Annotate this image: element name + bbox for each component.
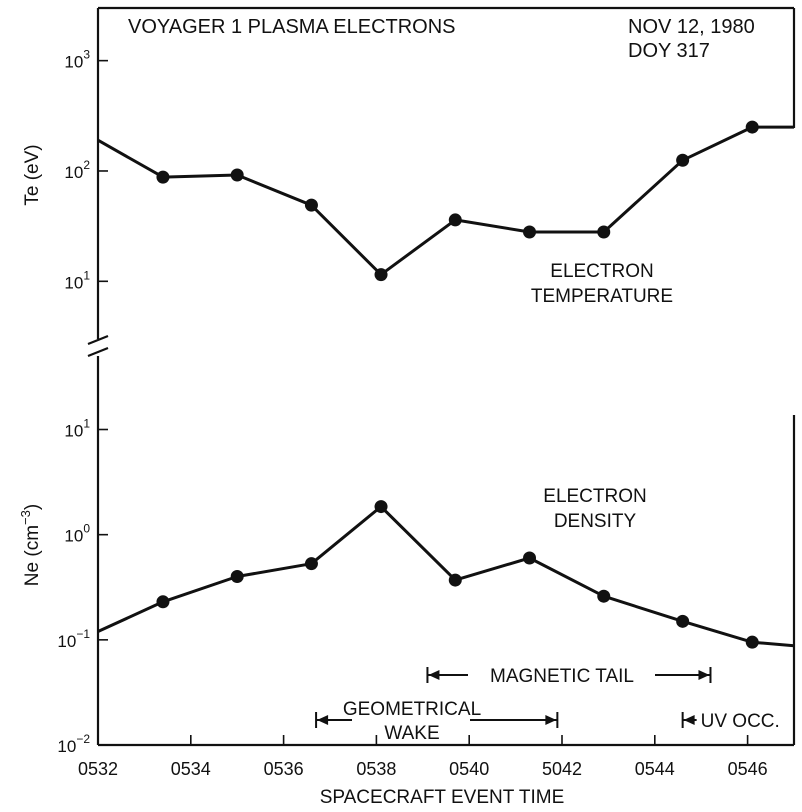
- ne-data-point: [448, 573, 462, 587]
- x-tick-label: 0536: [264, 759, 304, 779]
- axis-break-mark-2: [87, 346, 109, 358]
- te-data-point: [676, 153, 690, 167]
- ne-y-tick-exponent: 0: [83, 522, 90, 536]
- ne-series-label-line2: DENSITY: [554, 511, 637, 532]
- te-axis-label: Te (eV): [22, 144, 43, 205]
- te-data-point: [448, 213, 462, 227]
- x-tick-label: 0538: [356, 759, 396, 779]
- ne-y-tick-base: 10: [64, 527, 83, 546]
- te-data-point: [230, 168, 244, 182]
- ne-y-tick-base: 10: [57, 737, 76, 756]
- te-data-point: [304, 198, 318, 212]
- ne-data-point: [230, 570, 244, 584]
- geometrical-wake-arrow-left: [317, 715, 329, 725]
- doy-label: DOY 317: [628, 40, 710, 62]
- te-y-tick-base: 10: [64, 53, 83, 72]
- uv-occultation-arrow: [683, 715, 695, 725]
- te-y-tick-label: 103: [64, 48, 90, 72]
- ne-data-point: [597, 589, 611, 603]
- ne-axis-label-exponent: −3: [18, 510, 33, 525]
- te-y-tick-label: 102: [64, 158, 90, 182]
- magnetic-tail-label: MAGNETIC TAIL: [490, 666, 634, 687]
- x-tick-label: 0546: [728, 759, 768, 779]
- ne-data-point: [304, 557, 318, 571]
- ne-y-tick-label: 10−1: [57, 627, 90, 651]
- magnetic-tail-arrow-right: [698, 670, 710, 680]
- chart-title: VOYAGER 1 PLASMA ELECTRONS: [128, 16, 456, 38]
- ne-data-point: [676, 614, 690, 628]
- geometrical-wake-arrow-right: [545, 715, 557, 725]
- te-data-point: [374, 268, 388, 282]
- te-y-tick-exponent: 1: [83, 268, 90, 282]
- x-tick-label: 0534: [171, 759, 211, 779]
- ne-data-point: [374, 500, 388, 514]
- x-tick-label: 5042: [542, 759, 582, 779]
- ne-y-tick-exponent: 1: [83, 417, 90, 431]
- te-data-point: [523, 225, 537, 239]
- te-y-tick-label: 101: [64, 268, 90, 292]
- ne-y-tick-exponent: −2: [76, 732, 90, 746]
- date-label: NOV 12, 1980: [628, 16, 755, 38]
- ne-y-tick-base: 10: [64, 422, 83, 441]
- uv-occultation-label: UV OCC.: [701, 711, 780, 732]
- ne-y-tick-label: 101: [64, 417, 90, 441]
- te-y-tick-base: 10: [64, 273, 83, 292]
- ne-axis-label-close: ): [22, 504, 43, 510]
- ne-data-point: [156, 595, 170, 609]
- geometrical-wake-label-line2: WAKE: [384, 723, 439, 744]
- ne-data-point: [745, 635, 759, 649]
- te-data-point: [745, 120, 759, 134]
- ne-axis-label: Ne (cm−3): [18, 504, 43, 586]
- plot-frame: [87, 6, 796, 747]
- te-y-tick-exponent: 2: [83, 158, 90, 172]
- x-tick-label: 0532: [78, 759, 118, 779]
- x-tick-label: 0544: [635, 759, 675, 779]
- magnetic-tail-arrow-left: [428, 670, 440, 680]
- ne-y-tick-base: 10: [57, 632, 76, 651]
- ne-y-tick-label: 100: [64, 522, 90, 546]
- ne-y-tick-label: 10−2: [57, 732, 90, 756]
- axis-break-mark-1: [87, 334, 109, 346]
- te-data-point: [156, 170, 170, 184]
- ne-axis-label-base: Ne (cm: [22, 525, 43, 586]
- ne-data-point: [523, 551, 537, 565]
- te-series-label-line1: ELECTRON: [550, 261, 653, 282]
- x-axis-label: SPACECRAFT EVENT TIME: [320, 787, 565, 808]
- ne-series-label-line1: ELECTRON: [543, 486, 646, 507]
- ne-y-tick-exponent: −1: [76, 627, 90, 641]
- te-y-tick-base: 10: [64, 163, 83, 182]
- te-series-label-line2: TEMPERATURE: [531, 286, 673, 307]
- te-y-tick-exponent: 3: [83, 48, 90, 62]
- geometrical-wake-label-line1: GEOMETRICAL: [343, 699, 481, 720]
- te-data-point: [597, 225, 611, 239]
- x-tick-label: 0540: [449, 759, 489, 779]
